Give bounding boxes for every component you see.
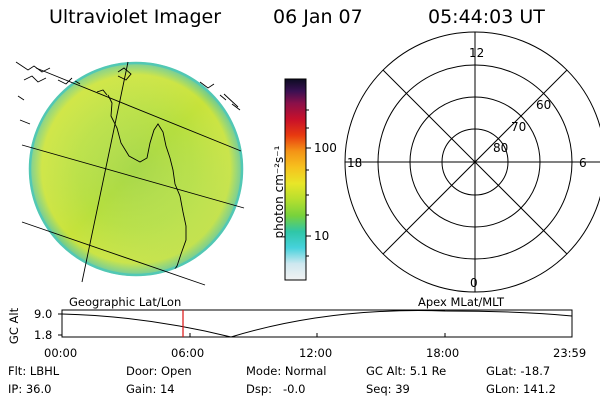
status-mode: Mode: Normal [246, 364, 327, 378]
orbit-altitude-curve [61, 310, 573, 338]
status-glat: GLat: -18.7 [486, 364, 551, 378]
disk-limb [28, 61, 244, 277]
colorbar-scale [284, 78, 307, 281]
polar-mlt-label-18: 18 [347, 156, 363, 170]
status-gain: Gain: 14 [126, 382, 175, 396]
status-seq: Seq: 39 [366, 382, 410, 396]
timeline-frame [61, 309, 573, 338]
colorbar [284, 78, 311, 281]
status-dsp: Dsp: -0.0 [246, 382, 306, 396]
polar-diagonal-2 [382, 69, 568, 255]
polar-lat-label-60: 60 [536, 98, 552, 112]
timeline-y-min: 1.8 [34, 328, 53, 342]
time-tick-0000: 00:00 [44, 346, 78, 360]
polar-mlt-label-6: 6 [579, 156, 587, 170]
time-tick-0600: 06:00 [171, 346, 205, 360]
colorbar-tick-100: 100 [314, 141, 337, 155]
colorbar-tick-10: 10 [314, 229, 330, 243]
timeline-left-title: Geographic Lat/Lon [69, 295, 182, 309]
timeline-plot [58, 309, 573, 338]
polar-mlt-label-12: 12 [469, 46, 485, 60]
status-door: Door: Open [126, 364, 192, 378]
polar-lat-label-80: 80 [493, 141, 509, 155]
status-filter: Flt: LBHL [8, 364, 60, 378]
image-date: 06 Jan 07 [273, 6, 363, 28]
time-tick-1200: 12:00 [299, 346, 333, 360]
geographic-grid [21, 61, 245, 286]
status-glon: GLon: 141.2 [486, 382, 556, 396]
time-tick-2359: 23:59 [553, 346, 587, 360]
app-title: Ultraviolet Imager [49, 6, 222, 28]
status-gc-alt: GC Alt: 5.1 Re [366, 364, 447, 378]
uv-image-panel [15, 61, 245, 286]
polar-plot [344, 31, 600, 293]
image-time: 05:44:03 UT [428, 6, 545, 28]
timeline-axis-label: GC Alt [7, 307, 21, 345]
status-ip: IP: 36.0 [8, 382, 52, 396]
time-tick-1800: 18:00 [426, 346, 460, 360]
colorbar-unit-label: photon cm⁻²s⁻¹ [272, 145, 286, 239]
coastline-fragments [15, 61, 241, 125]
polar-mlt-label-0: 0 [470, 276, 478, 290]
timeline-y-max: 9.0 [34, 307, 53, 321]
timeline-right-title: Apex MLat/MLT [418, 295, 505, 309]
polar-lat-label-70: 70 [511, 120, 527, 134]
